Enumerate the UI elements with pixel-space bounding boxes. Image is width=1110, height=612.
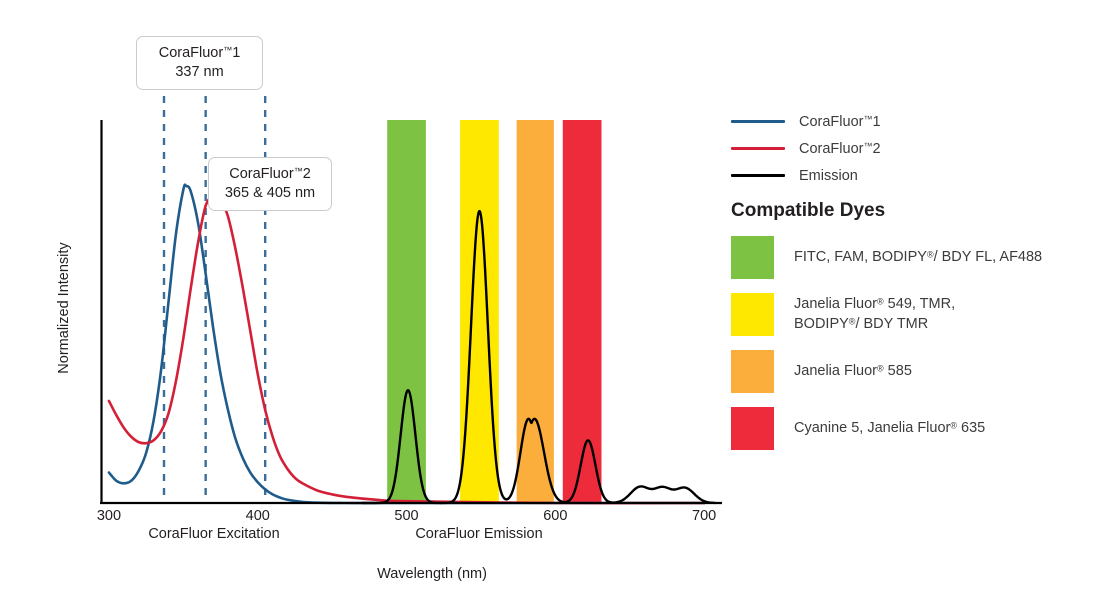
dye-item-2: Janelia Fluor® 585 <box>731 350 1106 393</box>
dye-color-swatch <box>731 407 774 450</box>
compatible-dyes-title: Compatible Dyes <box>731 200 886 221</box>
legend-item-label: Emission <box>799 167 858 184</box>
cora2-callout-line1: CoraFluor™2 <box>229 166 311 182</box>
legend-line-swatch <box>731 120 785 123</box>
cora1-callout-line2: 337 nm <box>175 63 224 80</box>
dye-item-0: FITC, FAM, BODIPY®/ BDY FL, AF488 <box>731 236 1106 279</box>
dye-item-1: Janelia Fluor® 549, TMR, BODIPY®/ BDY TMR <box>731 293 1106 336</box>
legend-item-1: CoraFluor™2 <box>731 135 1101 162</box>
red-band <box>562 120 602 503</box>
dye-item-label: Cyanine 5, Janelia Fluor® 635 <box>794 419 986 436</box>
cora1-callout-line1: CoraFluor™1 <box>158 45 241 61</box>
xtick-700: 700 <box>692 508 717 524</box>
dye-item-3: Cyanine 5, Janelia Fluor® 635 <box>731 407 1106 450</box>
xtick-400: 400 <box>245 508 270 524</box>
legend-item-0: CoraFluor™1 <box>731 108 1101 135</box>
dye-color-swatch <box>731 236 774 279</box>
green-band <box>387 120 426 503</box>
legend-item-2: Emission <box>731 162 1101 189</box>
excitation-markers <box>162 96 267 503</box>
yellow-band <box>460 120 499 503</box>
legend-line-swatch <box>731 174 785 177</box>
x-axis-title: Wavelength (nm) <box>377 566 487 582</box>
dye-item-label: Janelia Fluor® 549, TMR, BODIPY®/ BDY TMR <box>794 296 956 332</box>
dye-item-label: Janelia Fluor® 585 <box>794 362 912 379</box>
x-axis-section-excitation: CoraFluor Excitation <box>148 526 280 542</box>
emission-bands <box>387 120 602 503</box>
curve-emission <box>361 209 716 505</box>
compatible-dyes-list: FITC, FAM, BODIPY®/ BDY FL, AF488 Janelia… <box>731 236 1106 464</box>
legend-item-label: CoraFluor™1 <box>799 113 881 130</box>
xtick-500: 500 <box>394 508 419 524</box>
plot-axes <box>100 120 722 505</box>
curve-corafluor2 <box>107 192 706 505</box>
xtick-600: 600 <box>543 508 568 524</box>
cora2-callout: CoraFluor™2 365 & 405 nm <box>208 157 332 212</box>
y-axis-title: Normalized Intensity <box>56 242 72 374</box>
dye-color-swatch <box>731 293 774 336</box>
legend-item-label: CoraFluor™2 <box>799 140 881 157</box>
dye-color-swatch <box>731 350 774 393</box>
cora2-callout-line2: 365 & 405 nm <box>224 184 316 201</box>
series-legend: CoraFluor™1 CoraFluor™2 Emission <box>731 108 1101 189</box>
cora1-callout: CoraFluor™1 337 nm <box>136 36 263 91</box>
dye-item-label: FITC, FAM, BODIPY®/ BDY FL, AF488 <box>794 248 1043 265</box>
legend-line-swatch <box>731 147 785 150</box>
x-axis-section-emission: CoraFluor Emission <box>415 526 543 542</box>
xtick-300: 300 <box>96 508 122 524</box>
